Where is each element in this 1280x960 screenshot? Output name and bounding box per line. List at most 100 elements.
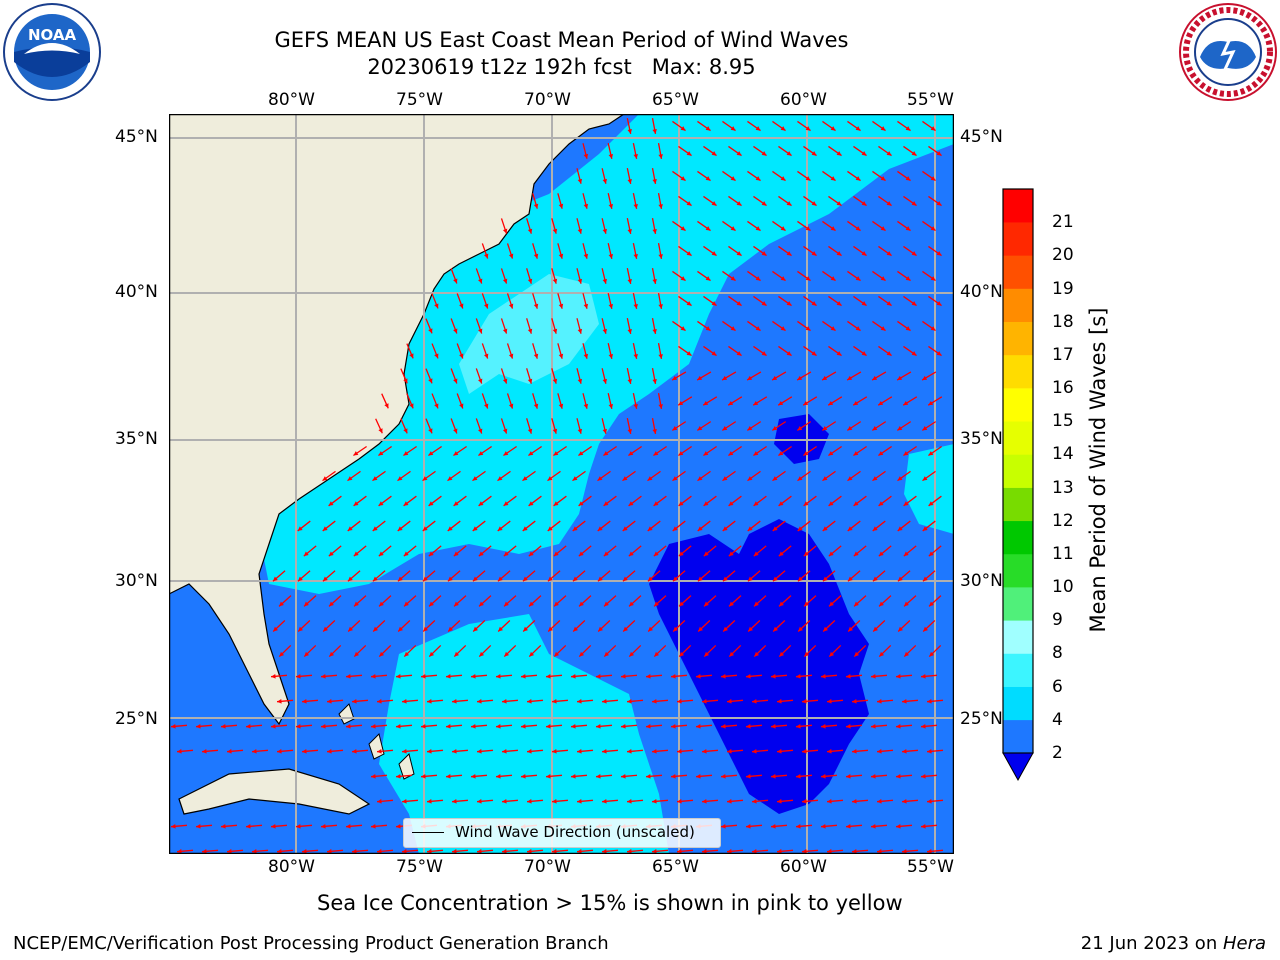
wave-arrow-head xyxy=(577,228,583,234)
wave-arrow-head xyxy=(886,301,892,306)
wave-arrow-head xyxy=(727,699,732,704)
wave-arrow-head xyxy=(177,849,182,854)
wave-arrow-head xyxy=(861,251,867,256)
wave-arrow-head xyxy=(552,378,558,384)
wave-arrow-head xyxy=(680,126,686,131)
wave-arrow-head xyxy=(583,303,589,309)
wave-arrow-head xyxy=(652,799,657,804)
wave-arrow-head xyxy=(552,849,557,854)
wave-arrow-head xyxy=(448,626,453,632)
wave-arrow-head xyxy=(922,375,928,381)
wave-arrow-head xyxy=(397,526,403,531)
wave-arrow-head xyxy=(484,403,489,409)
wave-arrow-head xyxy=(573,626,578,632)
wave-arrow-head xyxy=(434,353,439,359)
wave-arrow-head xyxy=(353,501,359,506)
wave-arrow-head xyxy=(498,626,503,632)
map-subtitle: 20230619 t12z 192h fcst Max: 8.95 xyxy=(367,55,756,79)
wave-arrow-head xyxy=(527,849,532,854)
wave-arrow-head xyxy=(696,724,701,729)
wave-arrow-head xyxy=(396,674,401,679)
wave-arrow-head xyxy=(327,699,332,704)
wave-arrow-head xyxy=(627,799,632,804)
wave-arrow-head xyxy=(577,799,582,804)
wave-arrow-head xyxy=(777,699,782,704)
wave-arrow-head xyxy=(903,551,909,557)
wave-arrow-head xyxy=(746,774,751,779)
wave-arrow-head xyxy=(830,276,836,281)
wave-arrow-head xyxy=(623,626,628,632)
wave-arrow-head xyxy=(472,576,478,582)
wave-arrow-head xyxy=(602,378,608,384)
lon-tick-bottom: 80°W xyxy=(268,857,315,877)
wave-arrow-head xyxy=(686,351,692,356)
wave-arrow-head xyxy=(755,326,761,331)
wave-arrow-head xyxy=(627,378,632,384)
ocean-mid-period-east xyxy=(904,444,954,534)
wave-arrow-head xyxy=(686,151,692,156)
wave-arrow-head xyxy=(846,674,851,679)
wave-arrow-head xyxy=(603,451,609,456)
wave-arrow-head xyxy=(646,674,651,679)
wave-arrow-head xyxy=(772,576,778,582)
wave-arrow-head xyxy=(596,724,601,729)
wave-arrow-head xyxy=(354,651,360,657)
wave-arrow-head xyxy=(861,151,867,156)
wave-arrow-head xyxy=(905,276,911,281)
wave-arrow-head xyxy=(633,304,638,309)
wave-arrow-head xyxy=(704,601,709,607)
wave-arrow-head xyxy=(871,674,876,679)
wave-arrow-head xyxy=(508,303,514,309)
wave-arrow-head xyxy=(627,699,632,704)
wave-arrow-head xyxy=(627,128,632,134)
wave-arrow-head xyxy=(822,426,828,431)
wave-arrow-head xyxy=(521,774,526,779)
wave-arrow-head xyxy=(786,351,792,356)
wave-arrow-head xyxy=(827,849,832,854)
wave-arrow-head xyxy=(608,253,614,259)
wave-arrow-head xyxy=(802,849,807,854)
wave-arrow-head xyxy=(872,426,878,431)
wave-arrow-head xyxy=(372,476,378,481)
wave-arrow-head xyxy=(679,601,684,607)
wave-arrow-head xyxy=(902,699,907,704)
wave-arrow-head xyxy=(502,849,507,854)
wave-arrow-head xyxy=(629,651,635,657)
wave-arrow-head xyxy=(608,303,614,309)
wave-arrow-head xyxy=(736,201,742,206)
wave-arrow-head xyxy=(696,774,701,779)
lat-tick-left: 30°N xyxy=(115,571,158,591)
lon-tick-top: 75°W xyxy=(396,90,443,110)
wave-arrow-head xyxy=(221,724,226,729)
wave-arrow-head xyxy=(654,651,660,657)
wave-arrow-head xyxy=(786,201,792,206)
colorbar-segment xyxy=(1003,321,1033,356)
wave-arrow-head xyxy=(602,849,607,854)
wave-arrow-head xyxy=(780,176,786,181)
wave-arrow-head xyxy=(459,403,464,409)
wave-arrow-head xyxy=(930,226,936,231)
wave-arrow-head xyxy=(872,375,878,381)
lon-tick-top: 80°W xyxy=(268,90,315,110)
wave-arrow-head xyxy=(896,774,901,779)
wave-arrow-head xyxy=(633,254,638,259)
wave-arrow-head xyxy=(811,351,817,356)
wave-arrow-head xyxy=(711,151,717,156)
wave-arrow-head xyxy=(930,326,936,331)
wave-arrow-head xyxy=(786,301,792,306)
wave-arrow-head xyxy=(546,724,551,729)
graticule xyxy=(169,114,954,854)
wave-arrow-head xyxy=(896,724,901,729)
wave-arrow-head xyxy=(653,451,659,456)
wave-arrow-head xyxy=(427,699,432,704)
wave-arrow-head xyxy=(886,151,892,156)
colorbar-label: Mean Period of Wind Waves [s] xyxy=(1086,307,1110,633)
wave-arrow-head xyxy=(877,699,882,704)
colorbar-tick-label: 15 xyxy=(1052,411,1074,432)
wave-arrow-head xyxy=(922,576,928,582)
wave-arrow-head xyxy=(730,276,736,281)
wave-arrow-head xyxy=(577,749,582,754)
wave-arrow-head xyxy=(904,651,910,657)
wave-arrow-head xyxy=(921,824,926,829)
wave-arrow-head xyxy=(811,151,817,156)
